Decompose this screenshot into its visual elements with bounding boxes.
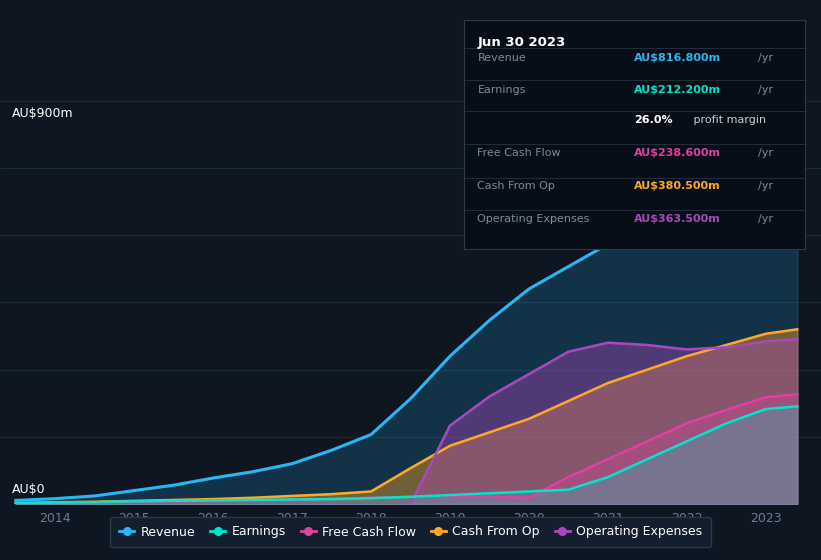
Text: /yr: /yr bbox=[758, 148, 773, 158]
Text: /yr: /yr bbox=[758, 53, 773, 63]
Text: AU$900m: AU$900m bbox=[12, 107, 74, 120]
Text: Earnings: Earnings bbox=[478, 85, 526, 95]
Text: Cash From Op: Cash From Op bbox=[478, 181, 555, 192]
Legend: Revenue, Earnings, Free Cash Flow, Cash From Op, Operating Expenses: Revenue, Earnings, Free Cash Flow, Cash … bbox=[110, 517, 711, 547]
Text: Operating Expenses: Operating Expenses bbox=[478, 213, 589, 223]
Text: AU$363.500m: AU$363.500m bbox=[635, 213, 721, 223]
Text: profit margin: profit margin bbox=[690, 115, 767, 125]
Text: AU$238.600m: AU$238.600m bbox=[635, 148, 721, 158]
Text: Free Cash Flow: Free Cash Flow bbox=[478, 148, 561, 158]
Text: /yr: /yr bbox=[758, 85, 773, 95]
Text: Revenue: Revenue bbox=[478, 53, 526, 63]
Text: 26.0%: 26.0% bbox=[635, 115, 673, 125]
Text: /yr: /yr bbox=[758, 213, 773, 223]
Text: AU$816.800m: AU$816.800m bbox=[635, 53, 722, 63]
Text: /yr: /yr bbox=[758, 181, 773, 192]
Text: AU$212.200m: AU$212.200m bbox=[635, 85, 721, 95]
Text: AU$380.500m: AU$380.500m bbox=[635, 181, 721, 192]
Text: Jun 30 2023: Jun 30 2023 bbox=[478, 36, 566, 49]
Text: AU$0: AU$0 bbox=[12, 483, 46, 496]
